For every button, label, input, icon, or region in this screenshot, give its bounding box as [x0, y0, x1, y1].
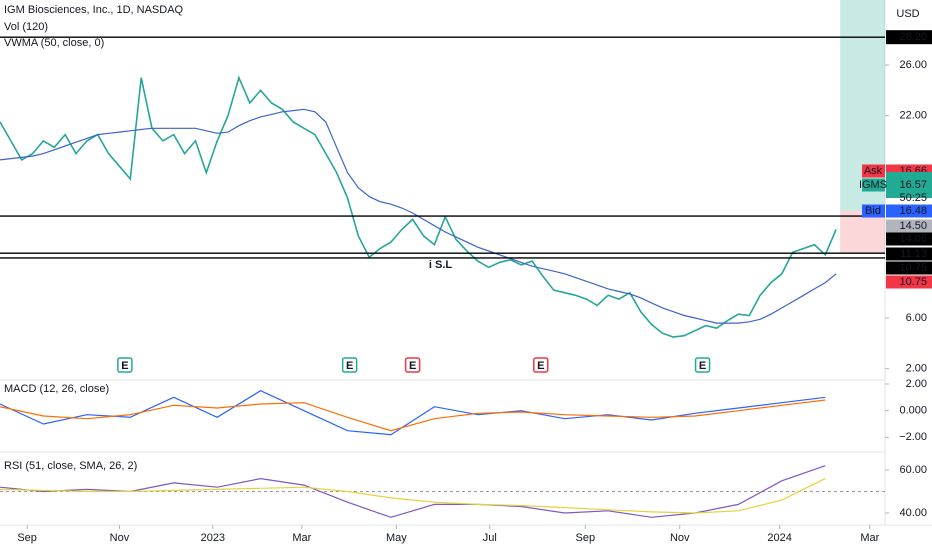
y-tick-label: 2.00	[906, 363, 927, 375]
price-tag	[886, 232, 932, 246]
countdown: 50:25	[899, 192, 927, 204]
price-tag-label: 11.13	[900, 248, 927, 260]
y-tick-label: 60.00	[899, 464, 927, 476]
level-tag	[886, 30, 932, 45]
price-tag	[886, 275, 932, 289]
price-tag-label: 14.06	[899, 233, 927, 245]
tag-name-box	[862, 204, 885, 218]
price-tag-label: 10.75	[899, 262, 927, 274]
series-line	[0, 465, 826, 518]
y-tick-label: 0.000	[899, 405, 927, 417]
level-tag-label: 28.20	[899, 31, 927, 43]
earnings-label: E	[699, 360, 706, 372]
y-tick-label: 22.00	[899, 110, 927, 122]
x-tick-label: Nov	[670, 532, 690, 544]
y-tick-label: 40.00	[899, 507, 927, 519]
x-tick-label: 2023	[201, 532, 225, 544]
tag-name: Ask	[864, 165, 883, 177]
indicator-label: RSI (51, close, SMA, 26, 2)	[4, 460, 137, 472]
y-tick-label: 26.00	[899, 59, 927, 71]
x-tick-label: 2024	[767, 532, 791, 544]
price-tag	[886, 247, 932, 261]
earnings-marker	[694, 357, 711, 373]
price-tag-label: 10.75	[899, 276, 927, 288]
x-tick-label: May	[386, 532, 407, 544]
series-line	[0, 390, 826, 436]
x-tick-label: Mar	[292, 532, 311, 544]
y-tick-label: 6.00	[906, 312, 927, 324]
price-tag	[886, 172, 932, 198]
price-tag-label: 16.48	[899, 205, 927, 217]
earnings-label: E	[409, 360, 416, 372]
y-tick-label: 2.00	[906, 378, 927, 390]
price-tag-label: 14.50	[899, 220, 927, 232]
y-tick-label: −2.00	[899, 431, 927, 443]
earnings-marker	[404, 357, 421, 373]
x-tick-label: Jul	[483, 532, 497, 544]
earnings-label: E	[121, 360, 128, 372]
series-line	[0, 399, 826, 432]
chart-title: IGM Biosciences, Inc., 1D, NASDAQ	[4, 4, 184, 16]
indicator-label: VWMA (50, close, 0)	[4, 37, 104, 49]
x-tick-label: Nov	[110, 532, 130, 544]
annotation: i S.L	[429, 259, 453, 271]
series-line	[0, 478, 826, 514]
price-tag	[886, 204, 932, 218]
series-line	[0, 75, 837, 338]
indicator-label: Vol (120)	[4, 21, 48, 33]
loss-zone	[840, 210, 885, 254]
x-tick-label: Sep	[17, 532, 37, 544]
x-tick-label: Mar	[860, 532, 879, 544]
x-tick-label: Sep	[576, 532, 596, 544]
tag-name: Bid	[865, 205, 881, 217]
earnings-label: E	[537, 360, 544, 372]
price-tag-label: 16.57	[899, 179, 927, 191]
indicator-label: MACD (12, 26, close)	[4, 383, 109, 395]
earnings-marker	[341, 357, 358, 373]
currency: USD	[896, 8, 919, 20]
tag-name-box	[862, 178, 885, 192]
tag-name-box	[862, 164, 885, 178]
earnings-marker	[533, 357, 549, 373]
price-tag	[886, 261, 932, 275]
earnings-label: E	[346, 360, 353, 372]
earnings-marker	[117, 357, 133, 373]
price-tag	[886, 219, 932, 233]
tag-name: IGMS	[859, 179, 887, 191]
